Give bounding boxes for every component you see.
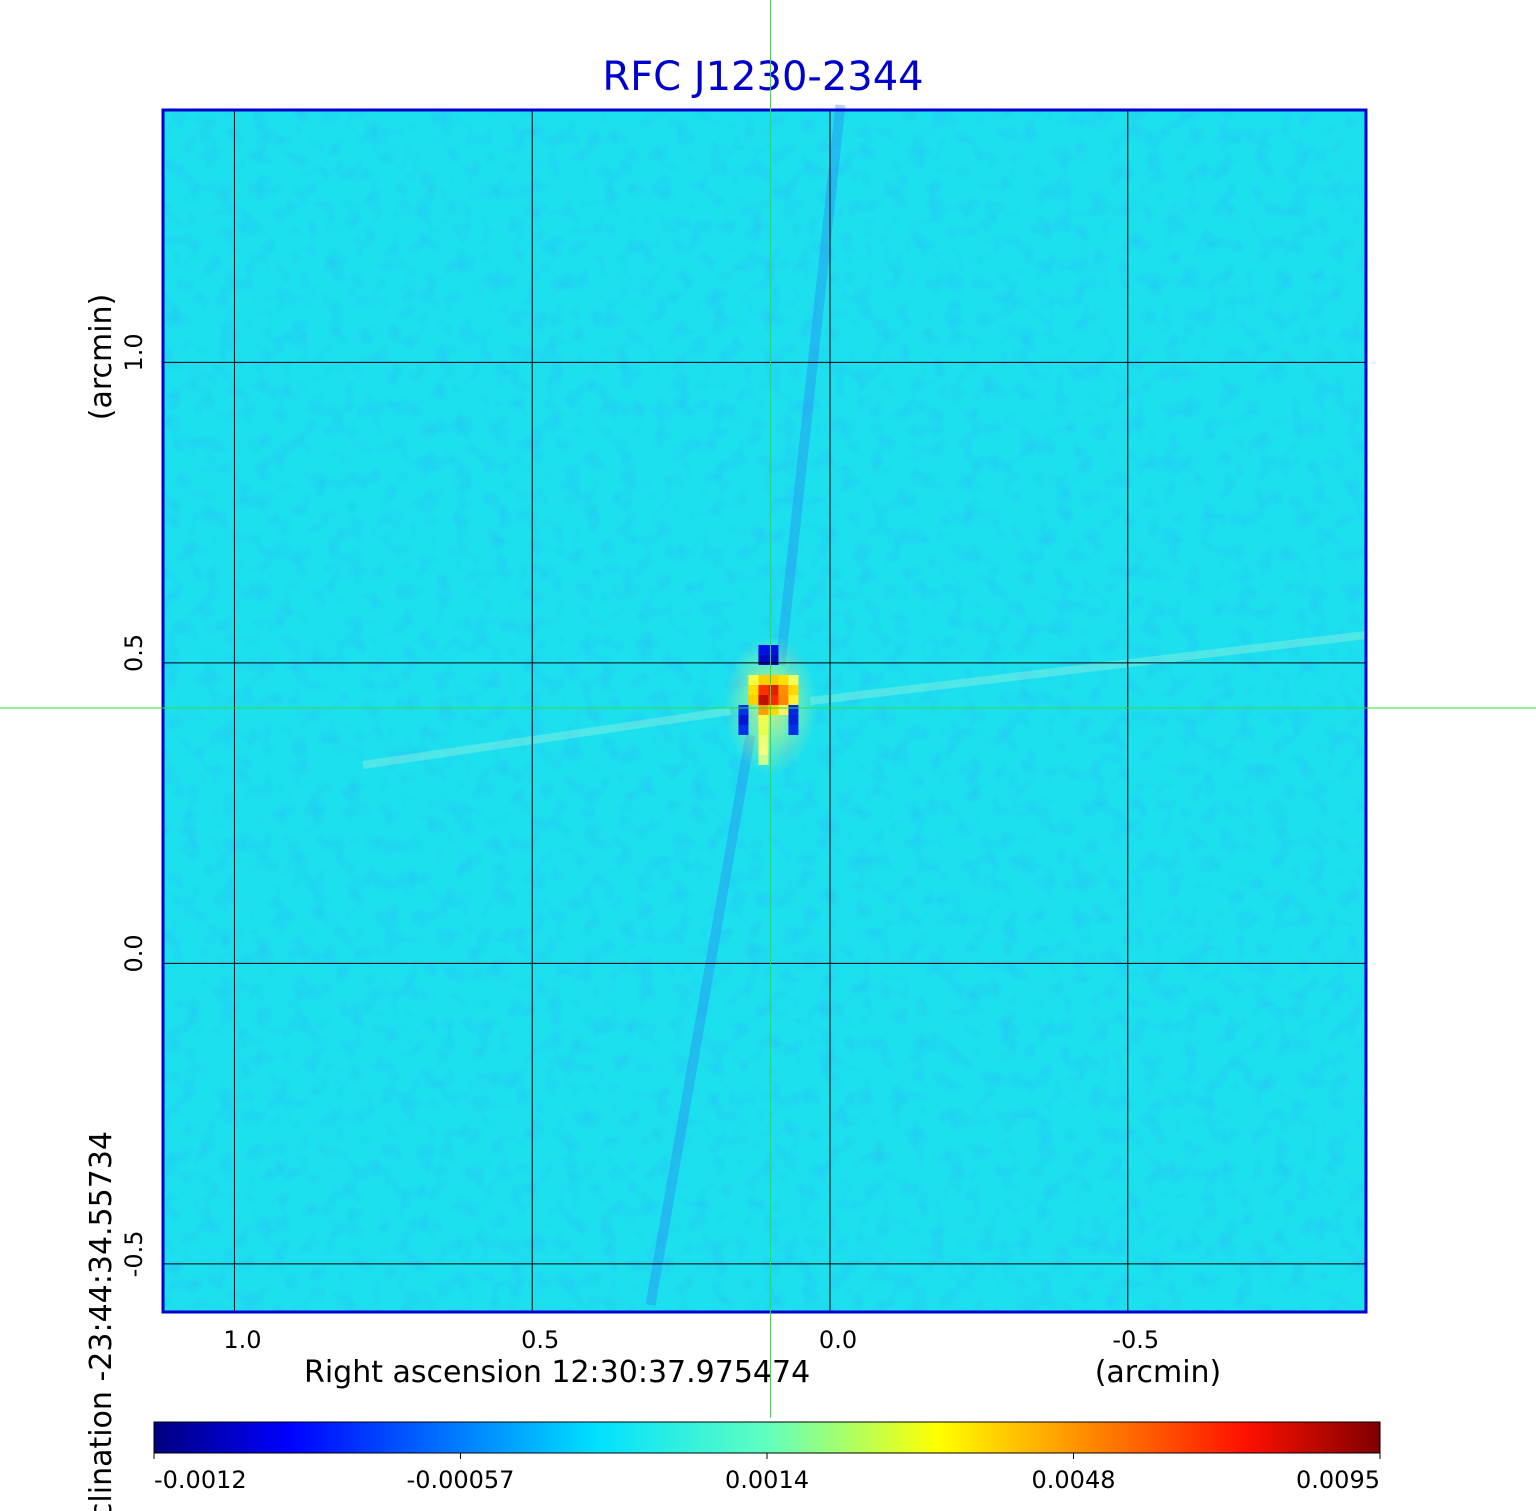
source-pixel (758, 674, 769, 685)
x-tick-label: 0.0 (819, 1326, 857, 1354)
source-pixel (768, 684, 779, 695)
source-pixel (738, 714, 749, 725)
source-pixel (768, 694, 779, 705)
colorbar-tick-label: 0.0014 (725, 1466, 809, 1494)
source-pixel (758, 714, 769, 725)
source-pixel (788, 674, 799, 685)
source-pixel (788, 714, 799, 725)
chart-title: RFC J1230-2344 (602, 54, 923, 100)
plot-frame (161, 108, 1368, 1314)
source-pixel (788, 684, 799, 695)
y-tick-labels: 1.0 0.5 0.0 -0.5 (120, 333, 148, 1277)
y-tick-label: -0.5 (120, 1231, 148, 1278)
colorbar-ticks: -0.0012 -0.00057 0.0014 0.0048 0.0095 (153, 1453, 1381, 1494)
source-pixel (768, 654, 779, 665)
source-pixel (758, 744, 769, 755)
x-axis-unit: (arcmin) (1095, 1355, 1222, 1390)
source-pixel (778, 684, 789, 695)
y-axis-label: Declination -23:44:34.55734 (84, 1131, 119, 1511)
source-pixel (738, 704, 749, 715)
source-pixel (758, 654, 769, 665)
coordinate-grid (163, 110, 1366, 1312)
source-pixel (748, 694, 759, 705)
source-pixel (788, 694, 799, 705)
source-pixel (758, 724, 769, 735)
source-pixel (758, 684, 769, 695)
source-pixel (748, 674, 759, 685)
streak-east (809, 631, 1367, 705)
y-tick-label: 1.0 (120, 333, 148, 371)
source-pixel (768, 704, 779, 715)
source-pixel (758, 704, 769, 715)
y-tick-label: 0.0 (120, 934, 148, 972)
colorbar-tick-label: -0.0012 (154, 1466, 247, 1494)
y-axis-unit: (arcmin) (84, 294, 119, 421)
source-pixel (768, 674, 779, 685)
crosshair (0, 0, 1536, 1418)
source-pixel (788, 724, 799, 735)
x-tick-label: -0.5 (1112, 1326, 1159, 1354)
y-tick-label: 0.5 (120, 634, 148, 672)
x-axis-label: Right ascension 12:30:37.975474 (304, 1355, 810, 1390)
streak-south (645, 734, 756, 1306)
plot-area (161, 104, 1368, 1314)
x-tick-labels: 1.0 0.5 0.0 -0.5 (223, 1326, 1159, 1354)
source-pixel (758, 644, 769, 655)
colorbar: -0.0012 -0.00057 0.0014 0.0048 0.0095 (153, 1421, 1381, 1494)
source-pixel (778, 704, 789, 715)
x-tick-label: 1.0 (223, 1326, 261, 1354)
source-pixel (758, 694, 769, 705)
x-tick-label: 0.5 (521, 1326, 559, 1354)
colorbar-tick-label: 0.0048 (1032, 1466, 1116, 1494)
colorbar-tick-label: -0.00057 (407, 1466, 515, 1494)
streak-west (362, 707, 732, 769)
source-pixel (768, 644, 779, 655)
source-pixel (778, 674, 789, 685)
source-pixel (778, 694, 789, 705)
source-pixel (738, 724, 749, 735)
source-pixel (758, 734, 769, 745)
colorbar-gradient (153, 1421, 1381, 1454)
colorbar-tick-label: 0.0095 (1296, 1466, 1380, 1494)
source-pixel (758, 754, 769, 765)
source-pixel (788, 704, 799, 715)
source-pixel (748, 684, 759, 695)
